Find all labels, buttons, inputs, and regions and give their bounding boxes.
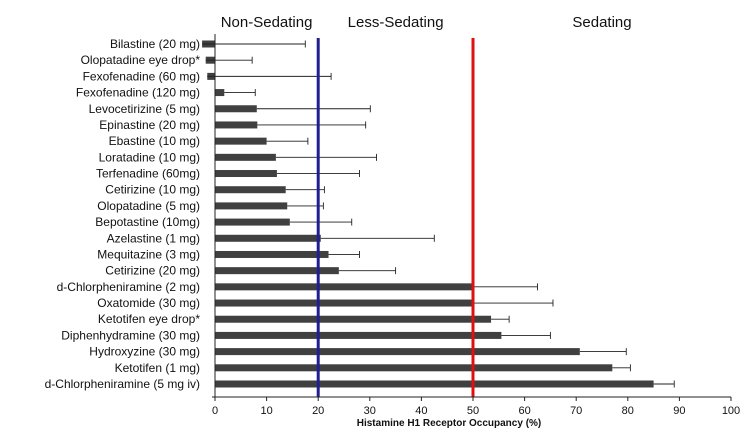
x-tick-label-30: 30 [364, 405, 376, 417]
bar-20 [215, 364, 613, 372]
category-label-3: Fexofenadine (120 mg) [76, 86, 200, 100]
x-tick-label-60: 60 [518, 405, 530, 417]
sedation-region-labels: Non-Sedating Less-Sedating Sedating [221, 14, 632, 31]
category-label-19: Hydroxyzine (30 mg) [89, 345, 200, 359]
category-label-16: Oxatomide (30 mg) [97, 296, 200, 310]
x-axis: 0 10 20 30 40 50 60 70 80 90 100 [212, 34, 740, 417]
bar-17 [215, 315, 492, 323]
bar-21 [215, 380, 654, 388]
x-tick-label-100: 100 [722, 405, 740, 417]
bar-14 [215, 267, 339, 275]
bar-13 [215, 250, 329, 258]
bar-15 [215, 283, 473, 291]
x-tick-label-40: 40 [415, 405, 427, 417]
region-label-2: Sedating [572, 14, 631, 31]
bar-10 [215, 202, 288, 210]
x-tick-label-80: 80 [622, 405, 634, 417]
bar-16 [215, 299, 473, 307]
bar-19 [215, 348, 580, 356]
bar-9 [215, 186, 286, 194]
threshold-lines-group [316, 38, 475, 397]
category-label-18: Diphenhydramine (30 mg) [61, 328, 200, 342]
x-tick-label-20: 20 [312, 405, 324, 417]
x-tick-label-10: 10 [260, 405, 272, 417]
x-tick-label-0: 0 [212, 405, 218, 417]
x-tick-label-50: 50 [467, 405, 479, 417]
category-label-8: Terfenadine (60mg) [96, 167, 200, 181]
bar-5 [215, 121, 258, 129]
bar-3 [215, 89, 225, 97]
category-label-6: Ebastine (10 mg) [109, 134, 200, 148]
bar-6 [215, 137, 267, 145]
category-label-11: Bepotastine (10mg) [95, 215, 200, 229]
x-tick-label-70: 70 [570, 405, 582, 417]
category-labels-group: Bilastine (20 mg) Olopatadine eye drop* Fe… [45, 37, 201, 391]
bar-7 [215, 153, 276, 161]
category-label-12: Azelastine (1 mg) [107, 231, 200, 245]
category-label-17: Ketotifen eye drop* [98, 312, 200, 326]
bar-11 [215, 218, 290, 226]
bar-18 [215, 331, 502, 339]
category-label-7: Loratadine (10 mg) [99, 150, 200, 164]
category-label-20: Ketotifen (1 mg) [115, 361, 200, 375]
bar-8 [215, 170, 277, 178]
category-label-2: Fexofenadine (60 mg) [83, 69, 200, 83]
x-axis-label: Histamine H1 Receptor Occupancy (%) [357, 418, 542, 429]
category-label-0: Bilastine (20 mg) [110, 37, 200, 51]
region-label-1: Less-Sedating [348, 14, 444, 31]
category-label-14: Cetirizine (20 mg) [105, 264, 200, 278]
category-label-10: Olopatadine (5 mg) [97, 199, 200, 213]
category-label-1: Olopatadine eye drop* [81, 53, 201, 67]
category-label-4: Levocetirizine (5 mg) [89, 102, 200, 116]
category-label-13: Mequitazine (3 mg) [97, 247, 200, 261]
category-label-21: d-Chlorpheniramine (5 mg iv) [45, 377, 200, 391]
bar-4 [215, 105, 257, 113]
bar-12 [215, 234, 321, 242]
bars-group [202, 40, 654, 388]
region-label-0: Non-Sedating [221, 14, 313, 31]
x-tick-label-90: 90 [673, 405, 685, 417]
category-label-5: Epinastine (20 mg) [99, 118, 200, 132]
category-label-15: d-Chlorpheniramine (2 mg) [57, 280, 200, 294]
category-label-9: Cetirizine (10 mg) [105, 183, 200, 197]
